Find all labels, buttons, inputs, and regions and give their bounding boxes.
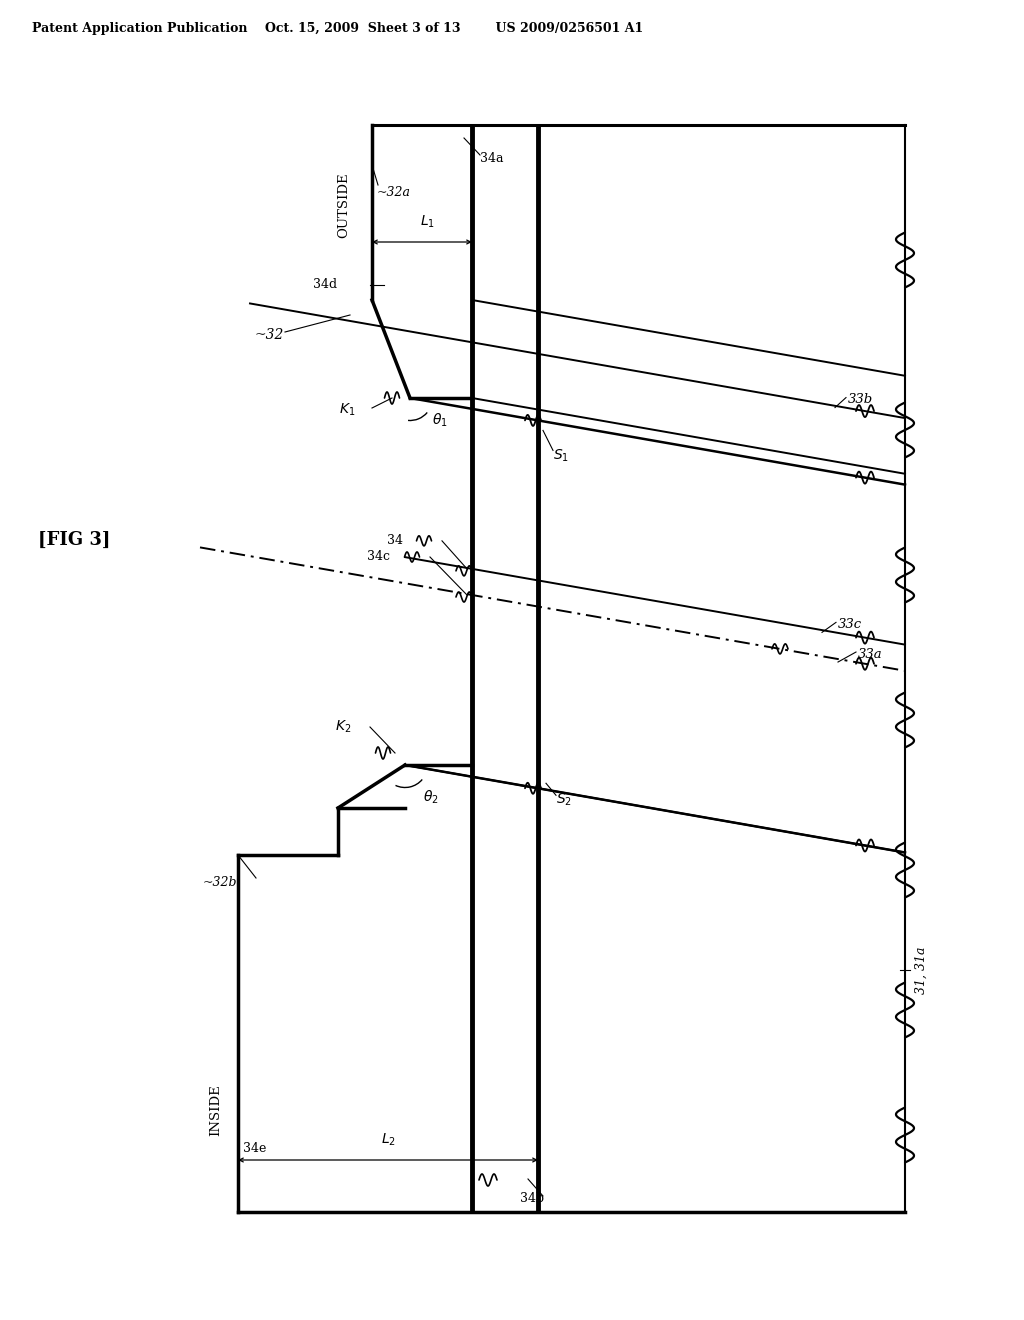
Text: 33c: 33c bbox=[838, 618, 862, 631]
Text: INSIDE: INSIDE bbox=[210, 1084, 222, 1137]
Text: 34e: 34e bbox=[243, 1142, 266, 1155]
Text: $S_2$: $S_2$ bbox=[556, 792, 572, 808]
Text: OUTSIDE: OUTSIDE bbox=[338, 172, 350, 238]
Text: $L_2$: $L_2$ bbox=[381, 1131, 395, 1148]
Text: [FIG 3]: [FIG 3] bbox=[38, 531, 111, 549]
Text: $L_1$: $L_1$ bbox=[420, 214, 434, 230]
Text: ~32a: ~32a bbox=[377, 186, 411, 198]
Text: 34d: 34d bbox=[313, 279, 337, 292]
Text: $K_1$: $K_1$ bbox=[339, 401, 355, 418]
Text: $\theta_2$: $\theta_2$ bbox=[423, 788, 438, 805]
Text: 34a: 34a bbox=[480, 152, 504, 165]
Text: ~32: ~32 bbox=[255, 327, 285, 342]
Text: 33b: 33b bbox=[848, 393, 873, 407]
Text: $\theta_1$: $\theta_1$ bbox=[432, 412, 447, 429]
Text: 34: 34 bbox=[387, 535, 403, 548]
Text: 34b: 34b bbox=[520, 1192, 544, 1205]
Text: ~32b: ~32b bbox=[203, 875, 238, 888]
Text: 33a: 33a bbox=[858, 648, 883, 660]
Text: $S_1$: $S_1$ bbox=[553, 447, 569, 463]
Text: $K_2$: $K_2$ bbox=[335, 719, 351, 735]
Text: 34c: 34c bbox=[367, 550, 390, 564]
Text: 31, 31a: 31, 31a bbox=[915, 946, 928, 994]
Text: Patent Application Publication    Oct. 15, 2009  Sheet 3 of 13        US 2009/02: Patent Application Publication Oct. 15, … bbox=[32, 22, 643, 36]
